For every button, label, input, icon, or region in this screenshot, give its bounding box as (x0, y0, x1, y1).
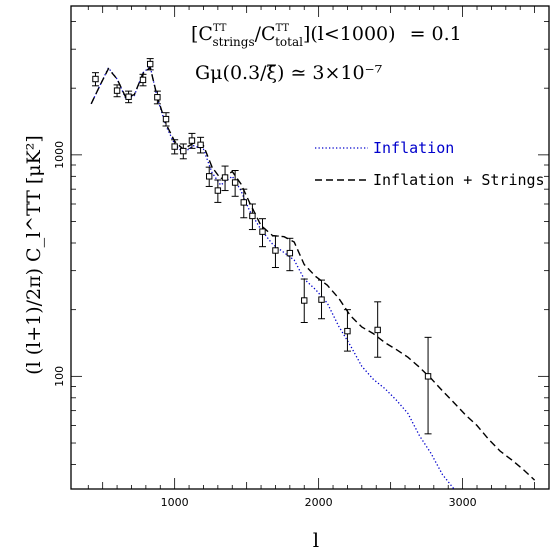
data-point (286, 237, 294, 272)
data-marker (240, 199, 247, 206)
series-inflation-strings-line (90, 66, 536, 481)
data-marker (221, 174, 229, 181)
data-point (248, 203, 256, 231)
data-point (162, 112, 170, 127)
data-marker (344, 327, 351, 335)
legend: Inflation Inflation + Strings (315, 139, 545, 189)
data-marker (92, 75, 99, 83)
data-marker (180, 147, 187, 155)
data-point (146, 58, 154, 71)
plot-frame (70, 5, 550, 490)
data-point (113, 84, 121, 98)
data-points (91, 58, 432, 435)
plot-border (70, 5, 550, 490)
data-marker (301, 297, 308, 304)
x-tick-label: 3000 (449, 496, 477, 509)
x-axis-title: l (313, 528, 319, 551)
data-point (153, 90, 161, 105)
data-point (139, 73, 147, 87)
data-point (318, 279, 326, 320)
y-tick-labels: 100 1000 (53, 141, 66, 387)
data-point (188, 132, 196, 149)
data-point (205, 166, 213, 187)
data-point (214, 179, 222, 203)
data-marker (197, 141, 204, 149)
data-point (258, 218, 266, 248)
data-marker (374, 326, 381, 334)
ratio-annotation: [CTT strings/CTT total](l<1000) = 0.1 (191, 23, 462, 49)
x-tick-label: 2000 (305, 496, 333, 509)
data-point (300, 278, 308, 324)
data-marker (206, 173, 213, 180)
data-point (343, 309, 351, 352)
data-marker (188, 137, 196, 144)
data-point (179, 143, 187, 160)
y-tick-label: 100 (53, 366, 66, 387)
data-marker (249, 212, 256, 220)
axis-ticks (71, 6, 549, 489)
data-marker (171, 143, 178, 150)
x-tick-labels: 1000 2000 3000 (161, 496, 477, 509)
gmu-annotation: Gμ(0.3/ξ̄) ≃ 3×10⁻⁷ (195, 62, 383, 84)
y-tick-label: 1000 (53, 141, 66, 169)
series-inflation-line (90, 65, 455, 490)
data-marker (272, 247, 279, 254)
data-marker (286, 249, 294, 257)
data-point (221, 165, 229, 192)
legend-inflation-label: Inflation (373, 139, 454, 157)
series-lines (90, 65, 536, 490)
data-point (171, 139, 179, 155)
legend-strings-label: Inflation + Strings (373, 171, 545, 189)
y-axis-title: (l (l+1)/2π) C_l^TT [μK²] (23, 135, 45, 375)
data-point (91, 72, 99, 87)
data-point (424, 336, 432, 435)
data-point (197, 136, 205, 154)
data-point (240, 188, 248, 219)
data-marker (154, 94, 161, 101)
data-marker (259, 228, 266, 235)
data-marker (162, 115, 170, 123)
data-point (231, 169, 239, 197)
data-point (125, 90, 133, 104)
data-marker (318, 296, 325, 303)
data-marker (424, 373, 432, 380)
data-marker (139, 76, 147, 84)
data-marker (146, 60, 154, 68)
data-marker (125, 93, 132, 100)
data-marker (113, 87, 121, 94)
data-marker (231, 179, 239, 186)
data-marker (214, 187, 222, 194)
data-point (271, 235, 279, 269)
data-point (374, 301, 382, 358)
x-tick-label: 1000 (161, 496, 189, 509)
